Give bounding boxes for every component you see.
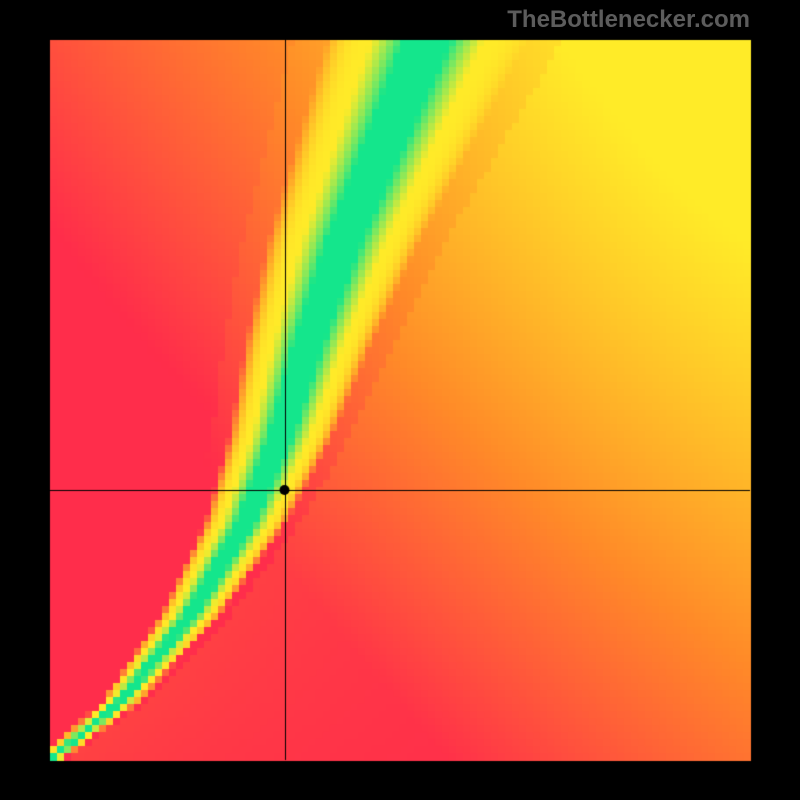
heatmap-canvas xyxy=(0,0,800,800)
chart-container: TheBottlenecker.com xyxy=(0,0,800,800)
